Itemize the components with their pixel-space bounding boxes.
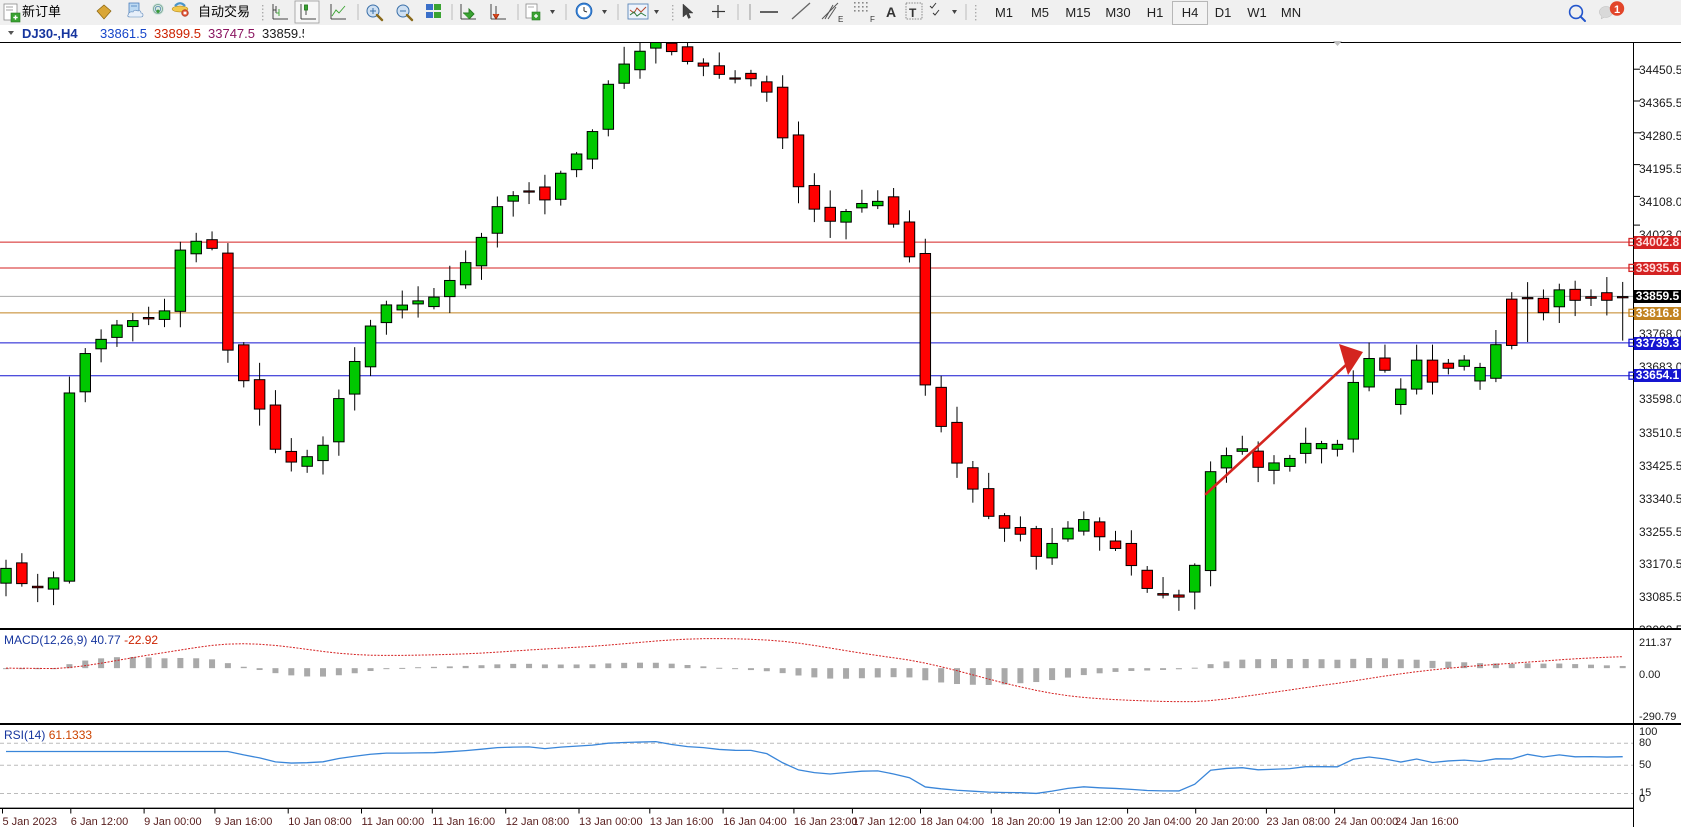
svg-text:T: T	[909, 6, 917, 20]
svg-text:1: 1	[1614, 4, 1620, 16]
svg-text:自动交易: 自动交易	[198, 4, 250, 19]
svg-text:A: A	[886, 4, 896, 20]
svg-text:33899.5: 33899.5	[154, 26, 201, 41]
svg-text:F: F	[870, 15, 875, 24]
svg-text:E: E	[838, 15, 843, 24]
svg-text:33861.5: 33861.5	[100, 26, 147, 41]
svg-text:DJ30-,H4: DJ30-,H4	[22, 26, 78, 41]
svg-text:新订单: 新订单	[22, 4, 61, 19]
svg-text:33859.5: 33859.5	[262, 26, 304, 41]
svg-text:33747.5: 33747.5	[208, 26, 255, 41]
